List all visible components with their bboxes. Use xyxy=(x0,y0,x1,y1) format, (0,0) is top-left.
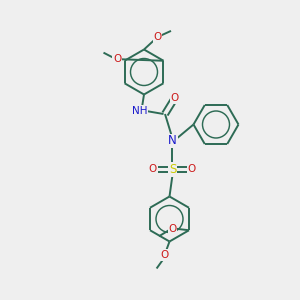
Text: O: O xyxy=(153,32,162,42)
Text: N: N xyxy=(168,134,177,148)
Text: O: O xyxy=(188,164,196,175)
Text: S: S xyxy=(169,163,176,176)
Text: O: O xyxy=(168,224,177,234)
Text: O: O xyxy=(170,93,179,103)
Text: O: O xyxy=(161,250,169,260)
Text: O: O xyxy=(113,54,121,64)
Text: NH: NH xyxy=(132,106,147,116)
Text: O: O xyxy=(149,164,157,175)
